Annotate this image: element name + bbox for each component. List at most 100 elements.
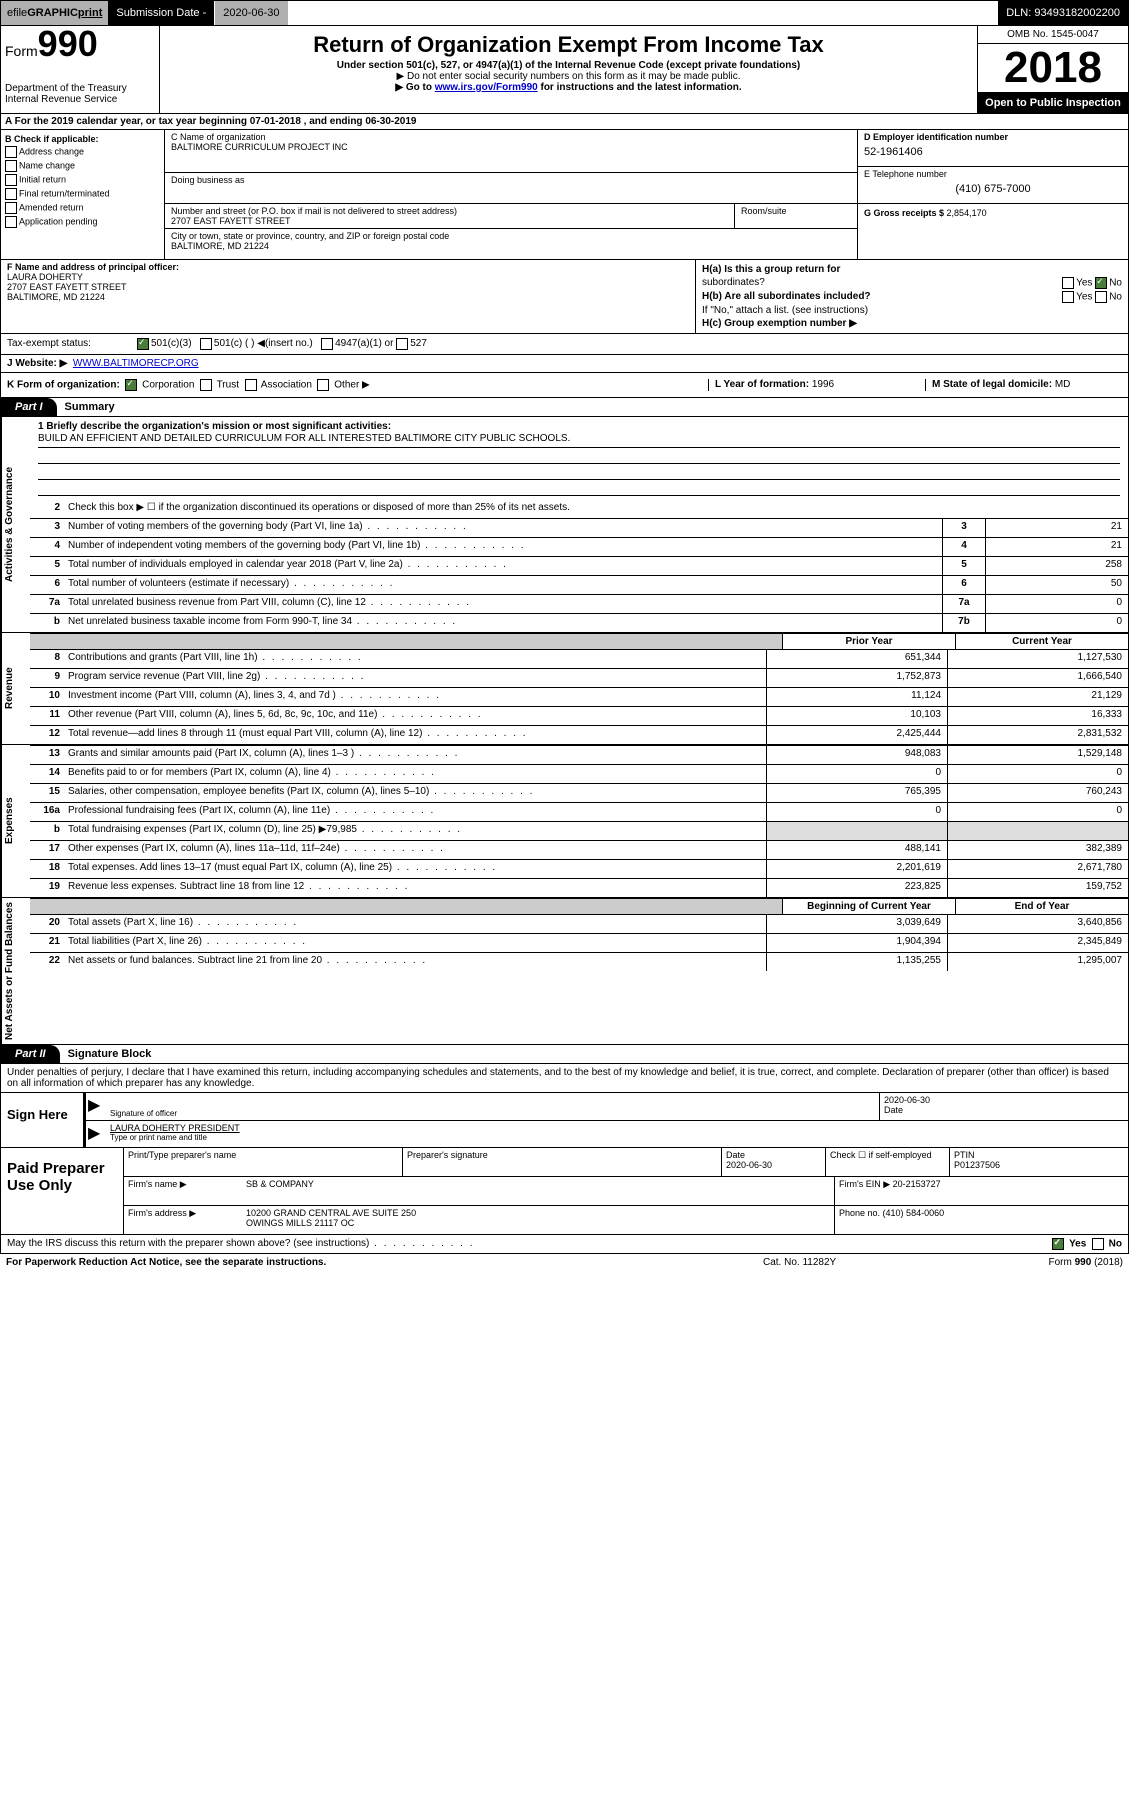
ein-value: 52-1961406 [858, 144, 1128, 166]
row-j-website: J Website: ▶ WWW.BALTIMORECP.ORG [0, 355, 1129, 373]
rev-header: Prior Year Current Year [30, 633, 1128, 649]
row-f-h: F Name and address of principal officer:… [0, 260, 1129, 334]
data-row: 13 Grants and similar amounts paid (Part… [30, 745, 1128, 764]
dept-treasury: Department of the Treasury [5, 83, 155, 94]
submission-date-label: Submission Date - [108, 1, 215, 25]
chk-app-pending[interactable]: Application pending [5, 216, 160, 228]
expenses-section: Expenses 13 Grants and similar amounts p… [0, 745, 1129, 898]
arrow-icon: ▶ [86, 1121, 106, 1147]
street-box: Number and street (or P.O. box if mail i… [165, 204, 735, 228]
part-2-tab: Part II [1, 1045, 60, 1063]
sign-here-label: Sign Here [1, 1093, 86, 1147]
room-box: Room/suite [735, 204, 857, 228]
data-row: 10 Investment income (Part VIII, column … [30, 687, 1128, 706]
data-row: 18 Total expenses. Add lines 13–17 (must… [30, 859, 1128, 878]
column-c: C Name of organization BALTIMORE CURRICU… [165, 130, 857, 259]
sign-here-block: Sign Here ▶ Signature of officer 2020-06… [0, 1093, 1129, 1148]
omb-number: OMB No. 1545-0047 [978, 26, 1128, 44]
paid-preparer-block: Paid Preparer Use Only Print/Type prepar… [0, 1148, 1129, 1235]
form-title: Return of Organization Exempt From Incom… [168, 32, 969, 58]
tel-value: (410) 675-7000 [858, 181, 1128, 203]
efile-graphic: GRAPHIC [27, 7, 78, 19]
subtitle-2: ▶ Do not enter social security numbers o… [168, 71, 969, 82]
line-2: 2 Check this box ▶ ☐ if the organization… [30, 500, 1128, 518]
efile-badge: efile GRAPHIC print [1, 1, 108, 25]
irs-link[interactable]: www.irs.gov/Form990 [435, 82, 538, 93]
end-year-hdr: End of Year [955, 899, 1128, 914]
hc-group-exemption: H(c) Group exemption number ▶ [702, 318, 1122, 329]
arrow-icon: ▶ [86, 1093, 106, 1120]
preparer-row-1: Print/Type preparer's name Preparer's si… [124, 1148, 1128, 1177]
exp-label: Expenses [1, 745, 30, 897]
chk-4947[interactable] [321, 338, 333, 350]
street-value: 2707 EAST FAYETT STREET [171, 216, 728, 226]
address-row: Number and street (or P.O. box if mail i… [165, 204, 857, 229]
h-note: If "No," attach a list. (see instruction… [702, 305, 1122, 316]
paid-preparer-label: Paid Preparer Use Only [1, 1148, 124, 1234]
row-i-tax-status: Tax-exempt status: 501(c)(3) 501(c) ( ) … [0, 334, 1129, 355]
hb-yes[interactable] [1062, 291, 1074, 303]
mission-text: BUILD AN EFFICIENT AND DETAILED CURRICUL… [38, 432, 1120, 448]
data-row: 20 Total assets (Part X, line 16) 3,039,… [30, 914, 1128, 933]
website-link[interactable]: WWW.BALTIMORECP.ORG [73, 358, 199, 369]
column-d-e-g: D Employer identification number 52-1961… [857, 130, 1128, 259]
principal-officer: F Name and address of principal officer:… [1, 260, 696, 333]
chk-trust[interactable] [200, 379, 212, 391]
net-header: Beginning of Current Year End of Year [30, 898, 1128, 914]
typed-name-line: ▶ LAURA DOHERTY PRESIDENT Type or print … [86, 1121, 1128, 1147]
summary-row: 6 Total number of volunteers (estimate i… [30, 575, 1128, 594]
prior-year-hdr: Prior Year [782, 634, 955, 649]
rev-label: Revenue [1, 633, 30, 744]
chk-527[interactable] [396, 338, 408, 350]
tax-year: 2018 [978, 44, 1128, 93]
chk-501c[interactable] [200, 338, 212, 350]
revenue-section: Revenue Prior Year Current Year 8 Contri… [0, 633, 1129, 745]
ha-yes[interactable] [1062, 277, 1074, 289]
city-value: BALTIMORE, MD 21224 [171, 241, 851, 251]
chk-initial-return[interactable]: Initial return [5, 174, 160, 186]
hb-no[interactable] [1095, 291, 1107, 303]
summary-row: b Net unrelated business taxable income … [30, 613, 1128, 632]
discuss-yes[interactable] [1052, 1238, 1064, 1250]
spacer [288, 1, 999, 25]
chk-other[interactable] [317, 379, 329, 391]
part-2-title: Signature Block [60, 1045, 160, 1063]
current-year-hdr: Current Year [955, 634, 1128, 649]
ha-no[interactable] [1095, 277, 1107, 289]
data-row: 16a Professional fundraising fees (Part … [30, 802, 1128, 821]
tel-label: E Telephone number [858, 166, 1128, 181]
top-bar: efile GRAPHIC print Submission Date - 20… [0, 0, 1129, 26]
column-b-checkboxes: B Check if applicable: Address change Na… [1, 130, 165, 259]
discuss-no[interactable] [1092, 1238, 1104, 1250]
chk-amended[interactable]: Amended return [5, 202, 160, 214]
data-row: 22 Net assets or fund balances. Subtract… [30, 952, 1128, 971]
form-990-label: Form990 [5, 30, 155, 59]
chk-final-return[interactable]: Final return/terminated [5, 188, 160, 200]
summary-row: 4 Number of independent voting members o… [30, 537, 1128, 556]
chk-address-change[interactable]: Address change [5, 146, 160, 158]
header-left: Form990 Department of the Treasury Inter… [1, 26, 160, 113]
org-name-box: C Name of organization BALTIMORE CURRICU… [165, 130, 857, 173]
gov-label: Activities & Governance [1, 417, 30, 632]
part-1-header: Part I Summary [0, 398, 1129, 417]
data-row: 11 Other revenue (Part VIII, column (A),… [30, 706, 1128, 725]
irs-discuss-row: May the IRS discuss this return with the… [0, 1235, 1129, 1254]
chk-assoc[interactable] [245, 379, 257, 391]
data-row: 17 Other expenses (Part IX, column (A), … [30, 840, 1128, 859]
chk-501c3[interactable] [137, 338, 149, 350]
submission-date-value: 2020-06-30 [215, 1, 287, 25]
dln-value: DLN: 93493182002200 [998, 1, 1128, 25]
efile-print[interactable]: print [78, 7, 102, 19]
data-row: 8 Contributions and grants (Part VIII, l… [30, 649, 1128, 668]
data-row: b Total fundraising expenses (Part IX, c… [30, 821, 1128, 840]
entity-block: B Check if applicable: Address change Na… [0, 130, 1129, 260]
declaration-text: Under penalties of perjury, I declare th… [0, 1064, 1129, 1093]
chk-corp[interactable] [125, 379, 137, 391]
chk-name-change[interactable]: Name change [5, 160, 160, 172]
officer-signature-line: ▶ Signature of officer 2020-06-30 Date [86, 1093, 1128, 1121]
efile-prefix: efile [7, 7, 27, 19]
data-row: 15 Salaries, other compensation, employe… [30, 783, 1128, 802]
preparer-row-3: Firm's address ▶ 10200 GRAND CENTRAL AVE… [124, 1206, 1128, 1234]
summary-row: 3 Number of voting members of the govern… [30, 518, 1128, 537]
part-1-title: Summary [57, 398, 123, 416]
